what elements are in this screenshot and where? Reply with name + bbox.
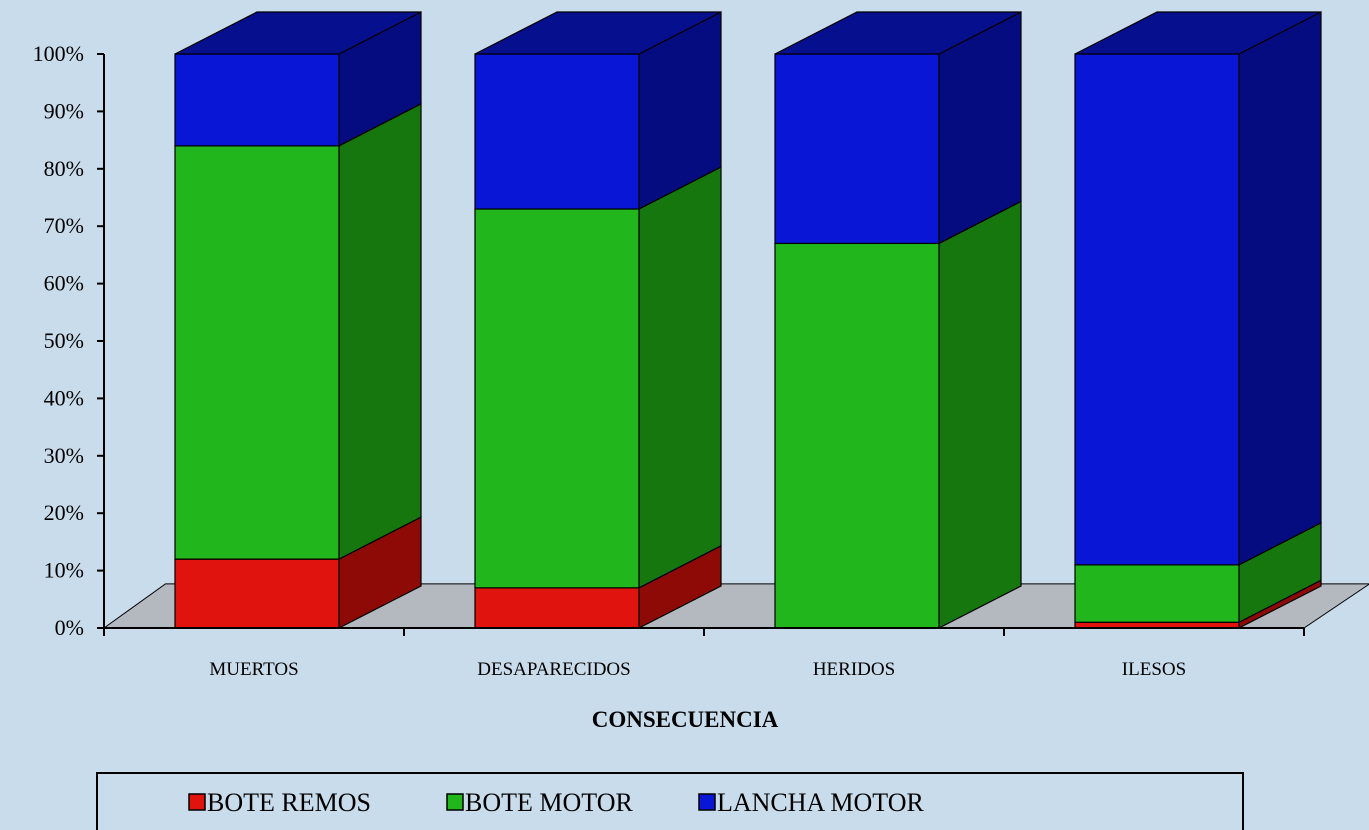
bar-segment-lancha-motor (774, 53, 940, 245)
bar-segment-bote-remos (474, 587, 640, 629)
legend-label: BOTE MOTOR (465, 788, 633, 817)
bar-segment-bote-motor (474, 208, 640, 589)
bar-segment-lancha-motor (474, 53, 640, 210)
bar-side-lancha-motor (1238, 11, 1322, 566)
legend-label: LANCHA MOTOR (717, 788, 924, 817)
y-tick-label: 20% (44, 500, 84, 525)
y-tick-label: 100% (33, 41, 84, 66)
bar-top-face (774, 11, 1022, 55)
y-tick-label: 70% (44, 213, 84, 238)
legend-label: BOTE REMOS (207, 788, 371, 817)
legend: BOTE REMOS BOTE MOTOR LANCHA MOTOR (96, 772, 1244, 830)
bar-segment-bote-motor (174, 145, 340, 560)
legend-swatch (698, 793, 716, 811)
bar-segment-bote-motor (1074, 564, 1240, 623)
y-tick-label: 90% (44, 98, 84, 123)
bar-stack-muertos (174, 11, 422, 629)
bars (174, 11, 1322, 629)
bar-side-bote-motor (938, 200, 1022, 629)
legend-swatch (446, 793, 464, 811)
legend-swatch (188, 793, 206, 811)
bar-segment-lancha-motor (174, 53, 340, 147)
legend-frame (96, 772, 1244, 830)
x-tick-label: MUERTOS (209, 659, 298, 680)
bar-stack-ilesos (1074, 11, 1322, 629)
y-tick-label: 30% (44, 443, 84, 468)
y-tick-label: 50% (44, 328, 84, 353)
bar-top-face (1074, 11, 1322, 55)
axis-labels: 0% 10% 20% 30% 40% 50% 60% 70% 80% 90% 100% MUERTOS… (33, 41, 1187, 680)
bar-segment-bote-remos (174, 558, 340, 629)
x-tick-label: DESAPARECIDOS (477, 659, 630, 680)
bar-side-bote-motor (638, 165, 722, 589)
y-tick-label: 0% (55, 615, 84, 640)
bar-top-face (174, 11, 422, 55)
y-tick-label: 60% (44, 271, 84, 296)
y-tick-label: 80% (44, 156, 84, 181)
y-tick-label: 40% (44, 385, 84, 410)
bar-top-face (474, 11, 722, 55)
x-tick-label: HERIDOS (813, 659, 895, 680)
bar-segment-bote-motor (774, 242, 940, 629)
bar-side-bote-motor (338, 102, 422, 561)
x-tick-label: ILESOS (1122, 659, 1186, 680)
axes (97, 53, 1305, 636)
y-tick-label: 10% (44, 558, 84, 583)
bar-segment-lancha-motor (1074, 53, 1240, 566)
x-axis-title: CONSECUENCIA (592, 707, 779, 732)
bar-stack-heridos (774, 11, 1022, 629)
bar-stack-desaparecidos (474, 11, 722, 629)
